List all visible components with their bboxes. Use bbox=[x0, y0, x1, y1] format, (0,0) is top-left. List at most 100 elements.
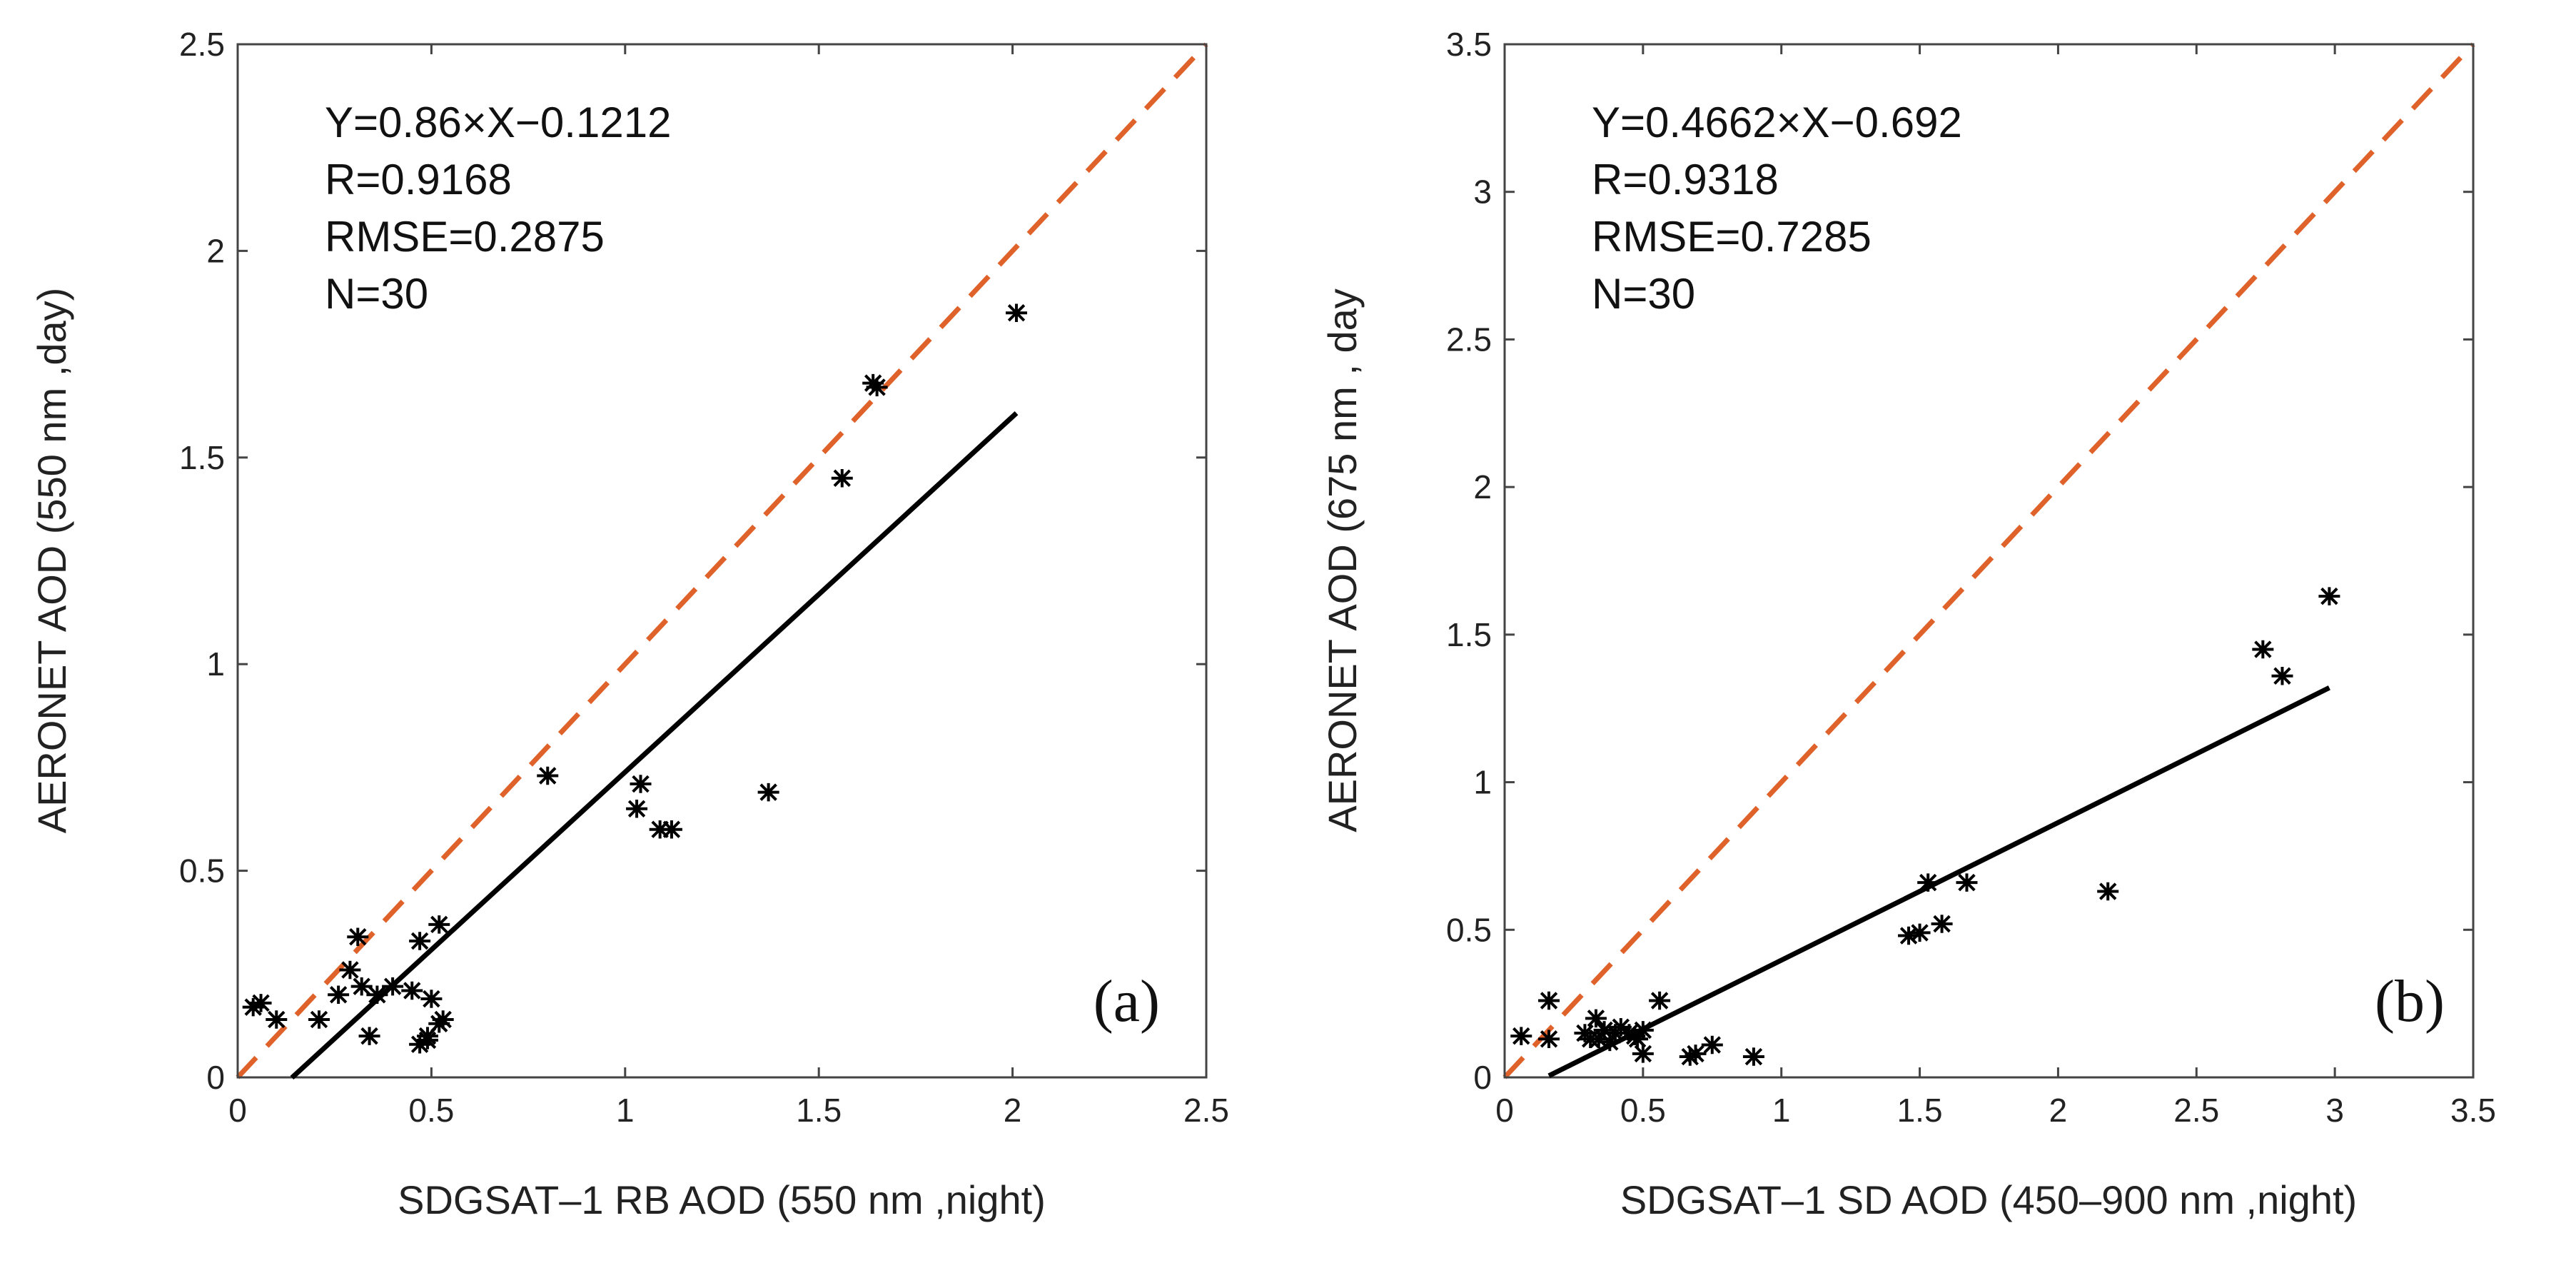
x-tick-label-b: 0.5 bbox=[1620, 1092, 1666, 1129]
y-tick-label-b: 0 bbox=[1473, 1059, 1492, 1096]
y-axis-label-a: AERONET AOD (550 nm ,day) bbox=[29, 288, 74, 834]
y-ticks-b: 0 0.5 1 1.5 2 2.5 3 3.5 bbox=[1446, 26, 2473, 1096]
data-point-b bbox=[1679, 1047, 1701, 1066]
x-tick-label-b: 1 bbox=[1772, 1092, 1791, 1129]
data-point-b bbox=[2097, 882, 2119, 901]
fit-line-group-b bbox=[1547, 685, 2330, 1078]
reference-line-b bbox=[1502, 42, 2475, 1080]
plot-frame-b bbox=[1503, 43, 2475, 1079]
data-point-a bbox=[366, 985, 388, 1004]
data-point-b bbox=[2252, 640, 2274, 659]
fit-line-a bbox=[290, 411, 1019, 1080]
data-point-a bbox=[537, 766, 559, 785]
data-point-b bbox=[1593, 1021, 1615, 1040]
x-tick-label-b: 3.5 bbox=[2450, 1092, 2496, 1129]
x-tick-label-a: 0.5 bbox=[408, 1092, 454, 1129]
data-point-a bbox=[1006, 303, 1028, 322]
data-point-a bbox=[428, 915, 450, 934]
y-axis-label-b: AERONET AOD (675 nm , day bbox=[1320, 288, 1365, 832]
x-tick-label-a: 1 bbox=[616, 1092, 635, 1129]
panel-b: 0 0.5 1 1.5 2 2.5 3 3.5 0 0.5 1 1.5 2 2.5 3 3.5 Y=0.46… bbox=[1320, 26, 2496, 1222]
data-point-b bbox=[1742, 1047, 1764, 1066]
x-tick-label-a: 1.5 bbox=[796, 1092, 842, 1129]
data-point-a bbox=[350, 977, 373, 996]
data-point-b bbox=[1701, 1035, 1723, 1055]
y-tick-label-b: 0.5 bbox=[1446, 911, 1492, 948]
data-point-b bbox=[2318, 587, 2340, 605]
data-point-a bbox=[250, 994, 272, 1012]
y-tick-label-a: 0.5 bbox=[179, 852, 225, 890]
x-axis-label-a: SDGSAT–1 RB AOD (550 nm ,night) bbox=[398, 1177, 1046, 1222]
plot-frame-a bbox=[236, 43, 1208, 1079]
annotation-n-b: N=30 bbox=[1592, 270, 1695, 318]
y-tick-label-b: 2.5 bbox=[1446, 321, 1492, 358]
data-point-a bbox=[416, 1027, 438, 1045]
data-point-b bbox=[1618, 1024, 1640, 1042]
data-point-b bbox=[1917, 873, 1939, 892]
data-point-a bbox=[420, 990, 443, 1008]
fit-line-b bbox=[1547, 685, 2330, 1078]
data-point-a bbox=[266, 1010, 288, 1029]
x-ticks-b: 0 0.5 1 1.5 2 2.5 3 3.5 bbox=[1495, 44, 2496, 1129]
panel-label-b: (b) bbox=[2375, 968, 2445, 1035]
data-point-b bbox=[1580, 1030, 1602, 1048]
y-tick-label-b: 3.5 bbox=[1446, 26, 1492, 63]
x-axis-label-b: SDGSAT–1 SD AOD (450–900 nm ,night) bbox=[1620, 1177, 2357, 1222]
fit-line-group-a bbox=[290, 411, 1019, 1080]
data-point-a bbox=[401, 981, 423, 1000]
x-tick-label-b: 2 bbox=[2049, 1092, 2068, 1129]
data-point-b bbox=[1624, 1027, 1646, 1045]
data-point-a bbox=[432, 1010, 454, 1029]
y-tick-label-a: 2 bbox=[206, 232, 225, 269]
data-point-a bbox=[409, 1035, 431, 1054]
x-tick-label-b: 1.5 bbox=[1897, 1092, 1943, 1129]
data-point-a bbox=[358, 1027, 380, 1045]
data-point-b bbox=[1538, 1030, 1560, 1048]
data-point-a bbox=[409, 932, 431, 950]
data-point-b bbox=[1909, 923, 1931, 942]
annotation-r-a: R=0.9168 bbox=[325, 156, 512, 203]
data-point-b bbox=[1585, 1009, 1607, 1028]
annotation-equation-b: Y=0.4662×X−0.692 bbox=[1592, 99, 1962, 146]
data-point-b bbox=[1605, 1024, 1627, 1042]
data-point-b bbox=[1510, 1027, 1532, 1045]
data-points-a bbox=[242, 303, 1028, 1054]
annotation-equation-a: Y=0.86×X−0.1212 bbox=[325, 99, 671, 146]
y-tick-label-a: 2.5 bbox=[179, 26, 225, 63]
data-point-b bbox=[1931, 915, 1953, 933]
x-ticks-a: 0 0.5 1 1.5 2 2.5 bbox=[228, 44, 1229, 1129]
x-tick-label-b: 3 bbox=[2325, 1092, 2344, 1129]
data-point-b bbox=[1632, 1021, 1654, 1040]
annotation-r-b: R=0.9318 bbox=[1592, 156, 1779, 203]
data-point-a bbox=[630, 775, 652, 793]
y-tick-label-a: 1 bbox=[206, 645, 225, 683]
annotation-rmse-b: RMSE=0.7285 bbox=[1592, 213, 1872, 261]
annotation-rmse-a: RMSE=0.2875 bbox=[325, 213, 605, 261]
reference-line-group-a bbox=[236, 42, 1208, 1080]
data-point-a bbox=[242, 997, 264, 1017]
data-point-b bbox=[1649, 991, 1671, 1010]
y-tick-label-a: 1.5 bbox=[179, 439, 225, 476]
data-point-a bbox=[660, 820, 682, 839]
y-ticks-a: 0 0.5 1 1.5 2 2.5 bbox=[179, 26, 1206, 1096]
y-tick-label-b: 2 bbox=[1473, 468, 1492, 505]
data-point-a bbox=[757, 783, 779, 802]
data-point-b bbox=[1538, 991, 1560, 1010]
data-point-a bbox=[347, 927, 369, 946]
data-point-a bbox=[626, 800, 648, 818]
data-point-b bbox=[1632, 1045, 1654, 1063]
panel-a: 0 0.5 1 1.5 2 2.5 0 0.5 1 1.5 2 2.5 Y=0.86×X−0.121… bbox=[29, 26, 1229, 1222]
data-point-a bbox=[308, 1010, 330, 1029]
data-points-b bbox=[1510, 587, 2340, 1066]
y-tick-label-b: 3 bbox=[1473, 173, 1492, 211]
data-point-a bbox=[649, 820, 671, 839]
x-tick-label-b: 0 bbox=[1495, 1092, 1514, 1129]
data-point-a bbox=[339, 960, 361, 980]
data-point-a bbox=[866, 378, 888, 397]
y-tick-label-b: 1.5 bbox=[1446, 616, 1492, 653]
x-tick-label-a: 0 bbox=[228, 1092, 247, 1129]
annotation-n-a: N=30 bbox=[325, 270, 428, 318]
data-point-a bbox=[831, 468, 853, 488]
panel-label-a: (a) bbox=[1093, 968, 1160, 1035]
